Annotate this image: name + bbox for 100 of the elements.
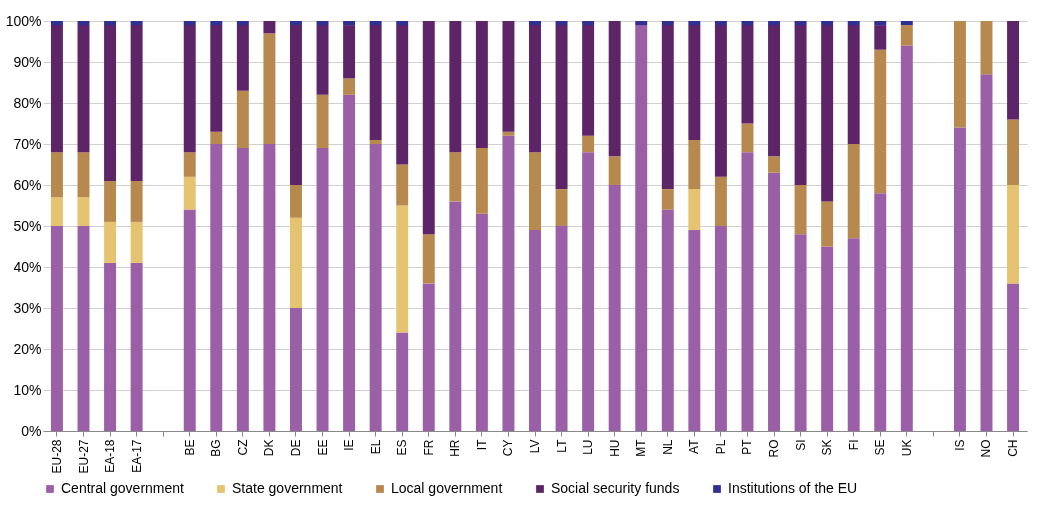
x-tick-label: CH: [1006, 439, 1021, 457]
bar: [290, 308, 302, 431]
bar: [582, 135, 595, 153]
x-tick-label: RO: [767, 439, 782, 458]
bar: [741, 21, 754, 26]
bar: [396, 21, 409, 26]
bar: [714, 21, 727, 26]
bar: [1007, 185, 1020, 284]
y-tick-label: 20%: [13, 340, 42, 357]
bar: [104, 221, 117, 263]
bar: [475, 148, 488, 214]
bar: [50, 25, 63, 153]
bar: [714, 176, 727, 226]
bar: [529, 25, 541, 153]
bar: [210, 21, 223, 26]
bar: [50, 152, 63, 198]
y-tick-label: 80%: [13, 94, 42, 111]
bar: [768, 21, 780, 26]
bar: [210, 131, 223, 144]
bar: [502, 135, 515, 431]
bar: [555, 21, 568, 26]
bar: [555, 189, 568, 226]
bar: [263, 144, 276, 431]
bar: [130, 221, 143, 263]
legend-label: Institutions of the EU: [728, 480, 858, 496]
bar: [369, 144, 382, 431]
bar: [821, 21, 834, 26]
bar: [343, 94, 356, 431]
bar: [236, 90, 249, 149]
bar: [236, 25, 249, 91]
x-tick-label: BG: [209, 439, 224, 457]
bar: [104, 180, 117, 222]
bar: [555, 226, 568, 431]
bar: [130, 180, 143, 222]
x-tick-label: CZ: [235, 439, 250, 456]
y-tick-label: 40%: [13, 258, 42, 275]
y-tick-label: 0%: [21, 422, 42, 439]
bar: [688, 25, 701, 140]
bar: [794, 185, 807, 235]
bar: [1007, 21, 1020, 120]
bar: [608, 185, 621, 431]
bar: [661, 25, 674, 190]
bar: [688, 230, 701, 431]
bar: [529, 21, 541, 26]
x-tick-label: FR: [421, 439, 436, 456]
bar: [343, 25, 356, 79]
bar: [608, 156, 621, 185]
x-tick-label: SI: [793, 439, 808, 451]
legend-label: Central government: [61, 480, 185, 496]
x-tick-label: AT: [687, 438, 702, 454]
bar: [130, 262, 143, 431]
x-tick-label: LU: [581, 439, 596, 455]
bar: [290, 25, 302, 185]
legend-label: State government: [232, 480, 343, 496]
x-tick-label: CY: [501, 439, 516, 457]
bar: [290, 21, 302, 26]
bar: [475, 213, 488, 431]
x-tick-label: HU: [607, 439, 622, 457]
bar: [847, 144, 860, 239]
bar: [953, 21, 966, 128]
x-tick-label: SK: [820, 439, 835, 456]
bar: [104, 25, 117, 181]
bar: [688, 189, 701, 231]
bar: [953, 127, 966, 431]
bar: [847, 21, 860, 26]
legend-label: Local government: [391, 480, 503, 496]
bar: [1007, 119, 1020, 185]
bar: [555, 25, 568, 190]
bar: [316, 21, 329, 26]
bar: [900, 21, 913, 26]
bar: [236, 21, 249, 26]
bar: [396, 164, 409, 206]
bar: [290, 217, 302, 308]
bar: [582, 152, 595, 431]
bar: [50, 21, 63, 26]
bar: [794, 25, 807, 185]
x-tick-label: IT: [474, 438, 489, 451]
x-tick-label: NO: [979, 439, 994, 458]
bar: [768, 156, 780, 173]
bar: [396, 25, 409, 165]
bar: [874, 193, 887, 431]
bar: [290, 185, 302, 218]
bar: [741, 25, 754, 124]
bar: [661, 189, 674, 210]
x-tick-label: LT: [554, 438, 569, 453]
bar: [183, 176, 196, 210]
x-tick-label: EU-28: [49, 439, 64, 474]
bar: [50, 197, 63, 226]
x-tick-label: BE: [182, 439, 197, 456]
bar: [900, 25, 913, 46]
bar: [980, 21, 993, 75]
bar: [263, 21, 276, 34]
bar: [449, 21, 462, 153]
x-tick-label: EA-18: [103, 439, 118, 473]
x-tick-label: EE: [315, 439, 330, 456]
bar: [582, 25, 595, 136]
bar: [396, 205, 409, 333]
bar: [741, 123, 754, 153]
bar: [714, 25, 727, 177]
y-tick-label: 70%: [13, 135, 42, 152]
